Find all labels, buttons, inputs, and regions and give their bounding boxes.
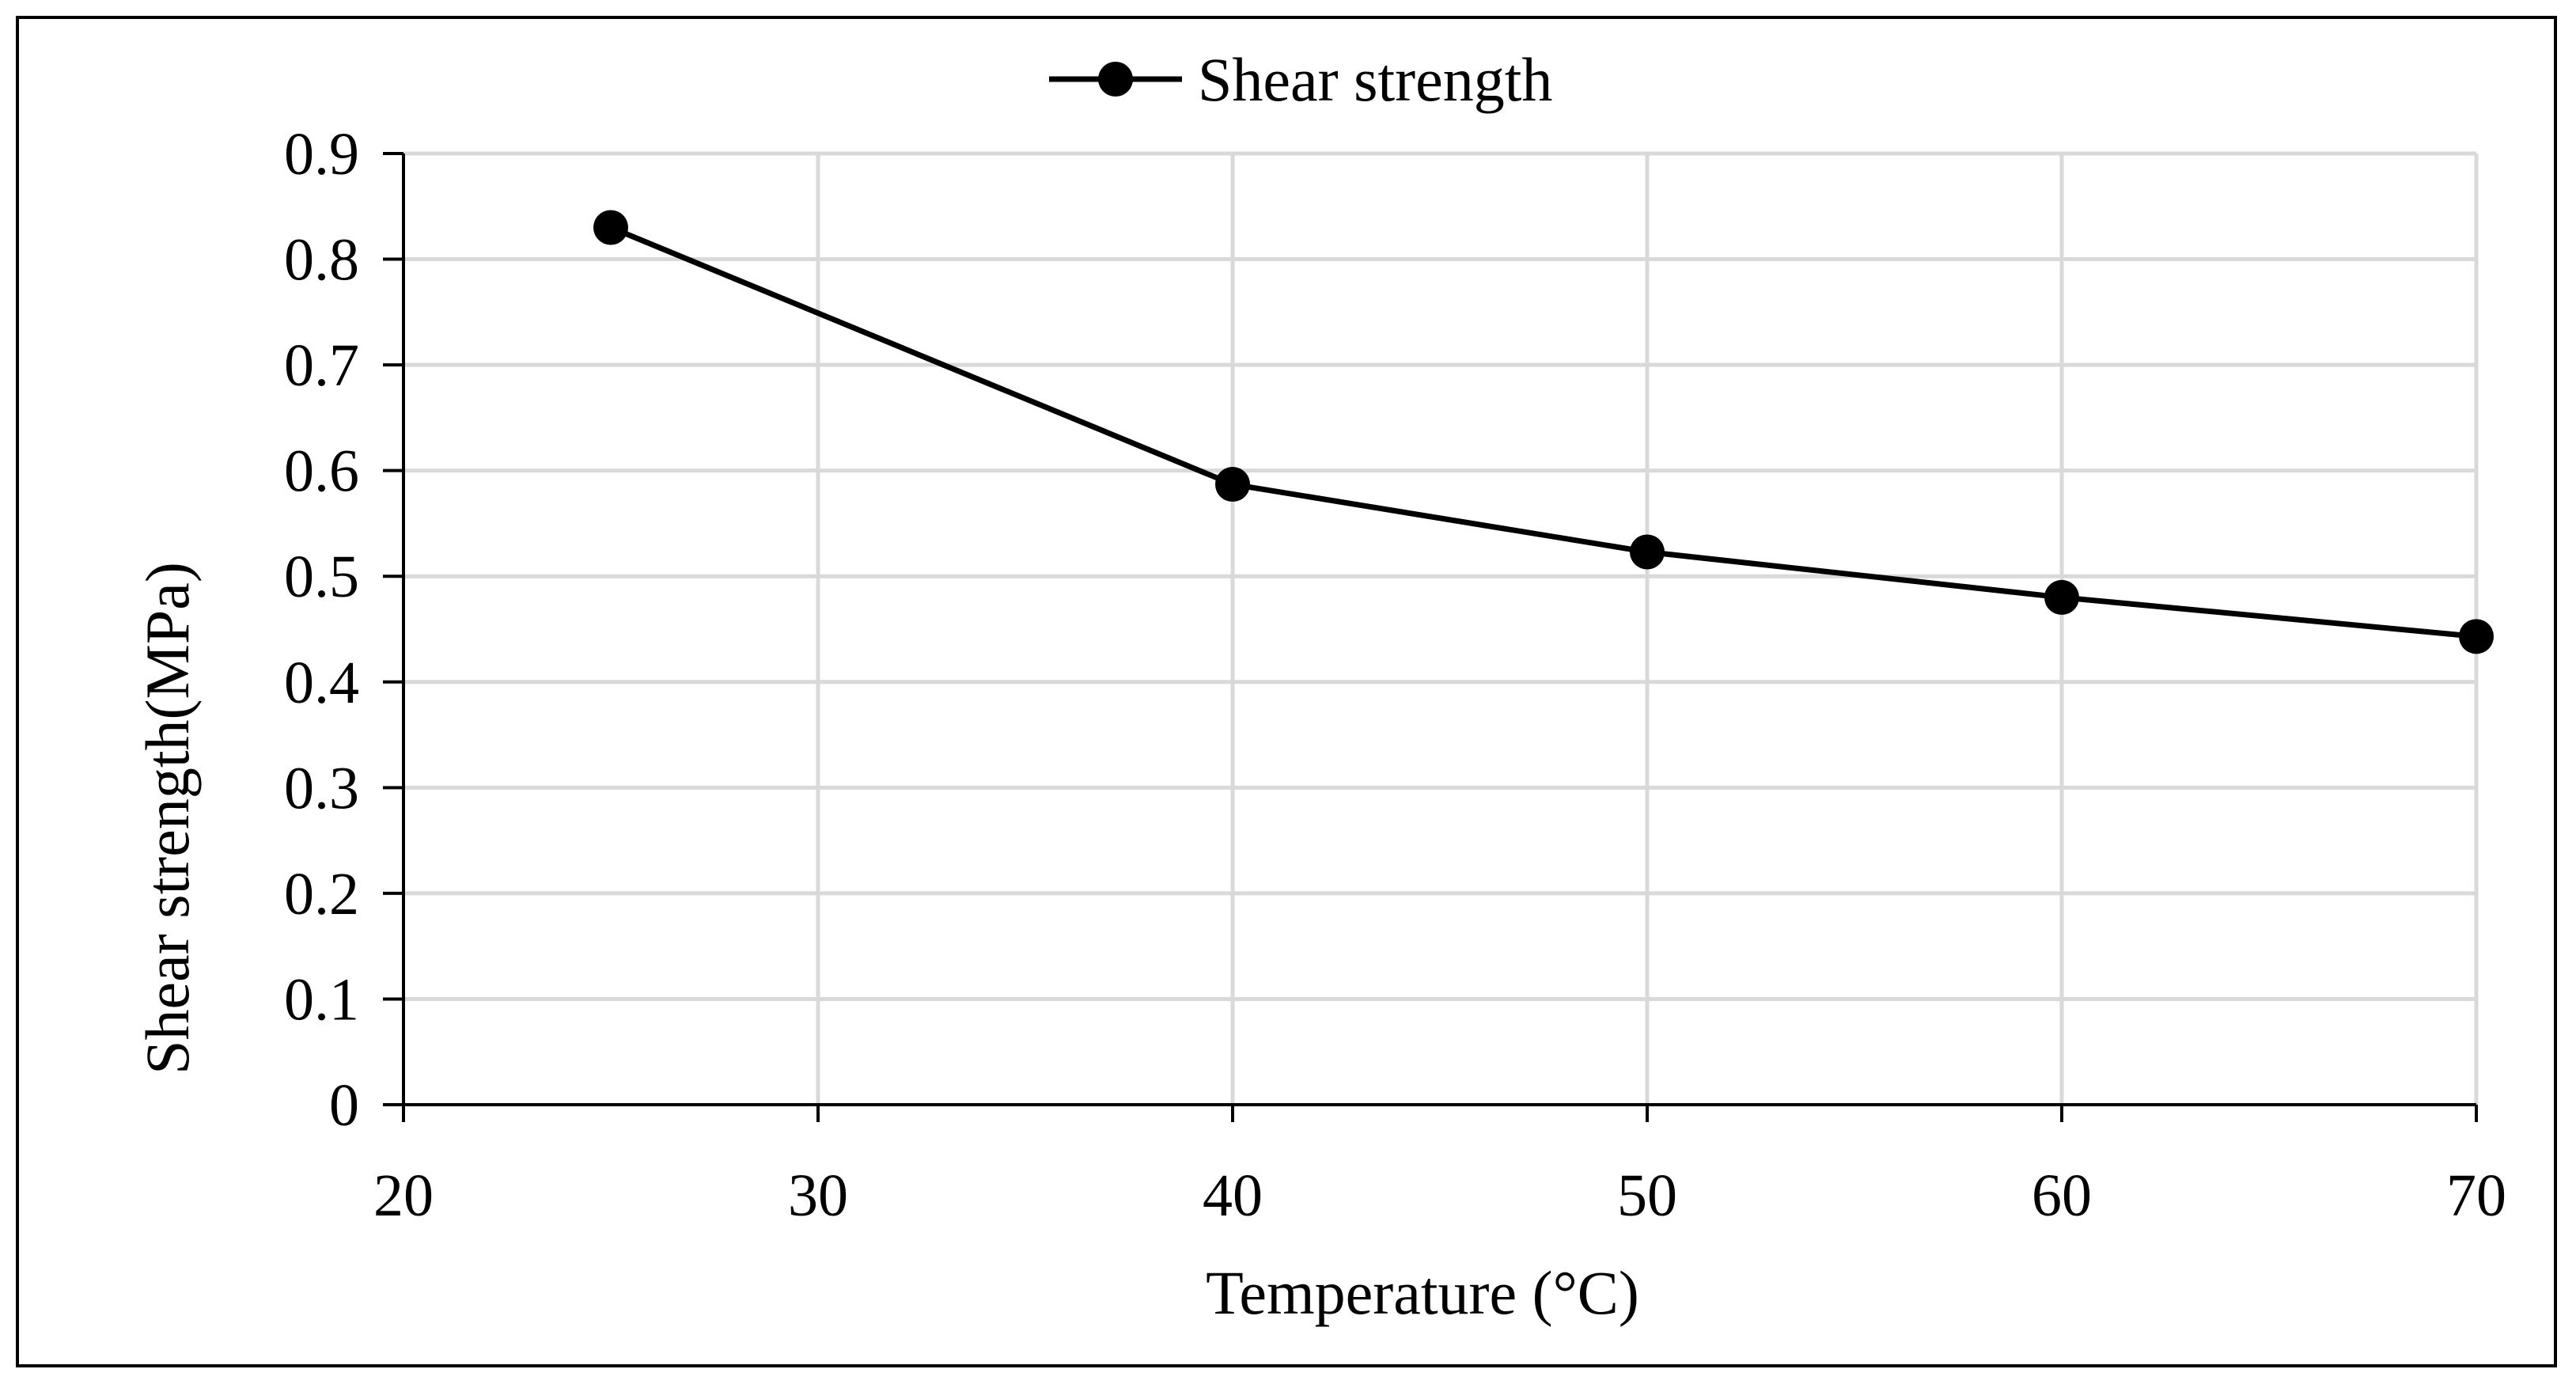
- data-point: [2044, 579, 2079, 615]
- x-tick-label: 60: [2032, 1162, 2092, 1229]
- data-point: [2459, 619, 2494, 654]
- x-tick-label: 20: [373, 1162, 434, 1229]
- legend-label: Shear strength: [1198, 45, 1552, 114]
- legend-marker: [1098, 62, 1133, 97]
- line-chart: 0 0.1 0.2 0.3 0.4 0.5 0.6 0.7 0.8 0.9 20 30 40 50 60 70…: [133, 45, 2506, 1327]
- x-tick-label: 50: [1617, 1162, 1677, 1229]
- data-point: [1215, 467, 1250, 502]
- x-tick-label: 40: [1203, 1162, 1263, 1229]
- y-tick-label: 0.6: [284, 438, 359, 505]
- y-tick-label: 0: [329, 1072, 359, 1139]
- y-tick-label: 0.9: [284, 121, 359, 188]
- axes: [383, 152, 2478, 1122]
- data-point: [1630, 534, 1665, 570]
- y-tick-label: 0.8: [284, 227, 359, 294]
- y-tick-label: 0.4: [284, 650, 359, 716]
- data-point: [593, 210, 628, 245]
- grid-lines: [403, 151, 2479, 1105]
- series-layer: [593, 210, 2494, 654]
- x-tick-label: 30: [788, 1162, 848, 1229]
- y-tick-label: 0.2: [284, 861, 359, 927]
- x-axis-label: Temperature (°C): [1206, 1258, 1639, 1327]
- x-tick-label: 70: [2446, 1162, 2506, 1229]
- legend: Shear strength: [1049, 45, 1552, 114]
- y-tick-label: 0.1: [284, 966, 359, 1033]
- y-axis-label: Shear strength(MPa): [133, 562, 202, 1075]
- y-tick-label: 0.5: [284, 544, 359, 610]
- y-tick-label: 0.3: [284, 755, 359, 821]
- chart-frame: 0 0.1 0.2 0.3 0.4 0.5 0.6 0.7 0.8 0.9 20 30 40 50 60 70…: [16, 16, 2557, 1367]
- tick-labels: 0 0.1 0.2 0.3 0.4 0.5 0.6 0.7 0.8 0.9 20 30 40 50 60 70: [284, 121, 2506, 1229]
- y-tick-label: 0.7: [284, 332, 359, 399]
